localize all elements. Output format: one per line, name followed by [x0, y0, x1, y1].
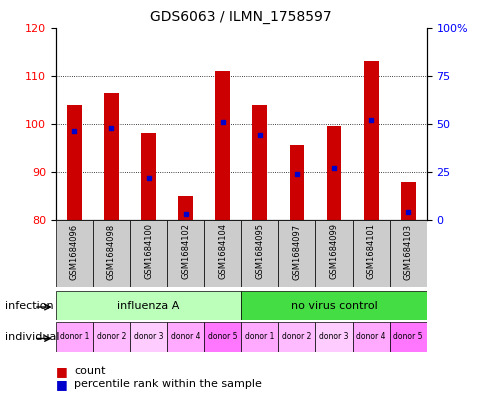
Text: donor 2: donor 2 — [96, 332, 126, 342]
FancyBboxPatch shape — [278, 322, 315, 352]
FancyBboxPatch shape — [241, 322, 278, 352]
FancyBboxPatch shape — [93, 220, 130, 287]
FancyBboxPatch shape — [315, 322, 352, 352]
Text: influenza A: influenza A — [117, 301, 180, 310]
FancyBboxPatch shape — [166, 322, 204, 352]
FancyBboxPatch shape — [166, 220, 204, 287]
Text: GSM1684102: GSM1684102 — [181, 223, 190, 279]
Text: no virus control: no virus control — [290, 301, 377, 310]
Bar — [141, 133, 156, 220]
Text: GSM1684101: GSM1684101 — [366, 223, 375, 279]
Text: infection: infection — [5, 301, 53, 310]
Text: GSM1684096: GSM1684096 — [70, 223, 79, 279]
Bar — [215, 71, 230, 220]
FancyBboxPatch shape — [56, 322, 93, 352]
FancyBboxPatch shape — [278, 220, 315, 287]
Text: individual: individual — [5, 332, 59, 342]
Bar — [289, 145, 304, 220]
Text: donor 3: donor 3 — [318, 332, 348, 342]
FancyBboxPatch shape — [315, 220, 352, 287]
FancyBboxPatch shape — [93, 322, 130, 352]
Text: percentile rank within the sample: percentile rank within the sample — [74, 379, 261, 389]
Bar — [252, 105, 267, 220]
Text: donor 5: donor 5 — [393, 332, 422, 342]
Text: ■: ■ — [56, 378, 67, 391]
FancyBboxPatch shape — [389, 322, 426, 352]
Bar — [178, 196, 193, 220]
FancyBboxPatch shape — [130, 220, 166, 287]
Text: donor 1: donor 1 — [60, 332, 89, 342]
Title: GDS6063 / ILMN_1758597: GDS6063 / ILMN_1758597 — [150, 10, 332, 24]
Text: GSM1684097: GSM1684097 — [292, 223, 301, 279]
Bar — [104, 92, 119, 220]
FancyBboxPatch shape — [389, 220, 426, 287]
Text: donor 3: donor 3 — [134, 332, 163, 342]
FancyBboxPatch shape — [204, 220, 241, 287]
Bar — [326, 126, 341, 220]
Text: count: count — [74, 366, 106, 376]
Bar — [363, 61, 378, 220]
Text: GSM1684104: GSM1684104 — [218, 223, 227, 279]
Text: GSM1684099: GSM1684099 — [329, 223, 338, 279]
Text: GSM1684103: GSM1684103 — [403, 223, 412, 279]
Text: GSM1684100: GSM1684100 — [144, 223, 153, 279]
Text: GSM1684095: GSM1684095 — [255, 223, 264, 279]
FancyBboxPatch shape — [56, 220, 93, 287]
FancyBboxPatch shape — [130, 322, 166, 352]
Text: donor 4: donor 4 — [356, 332, 385, 342]
Text: donor 1: donor 1 — [244, 332, 274, 342]
FancyBboxPatch shape — [56, 291, 241, 320]
Bar — [400, 182, 415, 220]
FancyBboxPatch shape — [241, 291, 426, 320]
Text: donor 5: donor 5 — [208, 332, 237, 342]
FancyBboxPatch shape — [241, 220, 278, 287]
Bar — [67, 105, 82, 220]
FancyBboxPatch shape — [352, 322, 389, 352]
FancyBboxPatch shape — [352, 220, 389, 287]
Text: GSM1684098: GSM1684098 — [106, 223, 116, 279]
FancyBboxPatch shape — [204, 322, 241, 352]
Text: ■: ■ — [56, 365, 67, 378]
Text: donor 4: donor 4 — [170, 332, 200, 342]
Text: donor 2: donor 2 — [282, 332, 311, 342]
